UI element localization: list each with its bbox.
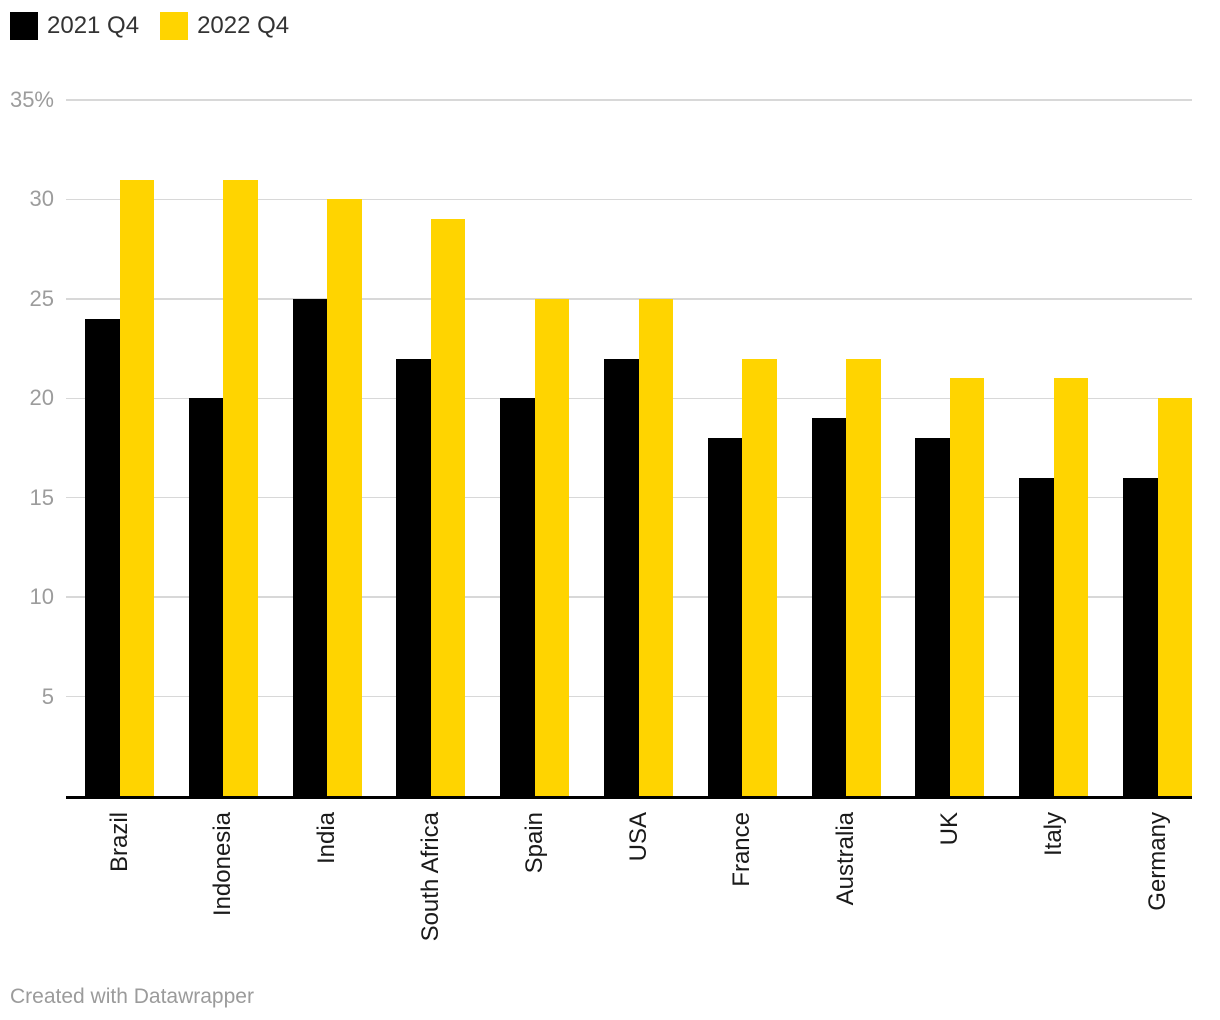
bar-germany-2022-q4 <box>1157 398 1192 796</box>
y-axis-tick-label-35: 35% <box>9 87 54 112</box>
legend-swatch-2021-q4 <box>10 11 38 40</box>
x-axis-category-label-indonesia: Indonesia <box>209 812 237 917</box>
x-axis-category-label-germany: Germany <box>1143 812 1171 911</box>
gridline-25 <box>66 298 1192 300</box>
x-axis-category-label-spain: Spain <box>520 812 548 874</box>
gridline-30 <box>66 198 1192 201</box>
bar-france-2022-q4 <box>742 358 777 796</box>
bar-usa-2022-q4 <box>638 298 673 796</box>
bar-uk-2021-q4 <box>915 438 950 796</box>
attribution-link[interactable]: Created with Datawrapper <box>10 985 254 1008</box>
y-axis-tick-label-30: 30 <box>29 186 54 212</box>
x-axis-category-label-australia: Australia <box>832 812 860 906</box>
x-axis-category-label-india: India <box>313 812 341 865</box>
bar-usa-2021-q4 <box>604 358 639 796</box>
bar-italy-2022-q4 <box>1053 378 1089 796</box>
legend-swatch-2022-q4 <box>160 11 189 40</box>
legend-item-2022-q4: 2022 Q4 <box>160 11 289 40</box>
bar-indonesia-2021-q4 <box>188 398 224 796</box>
x-axis-category-label-south-africa: South Africa <box>416 812 444 942</box>
x-axis-category-label-italy: Italy <box>1039 812 1067 857</box>
bar-germany-2021-q4 <box>1123 477 1158 796</box>
bar-italy-2021-q4 <box>1019 477 1054 796</box>
x-axis-line <box>66 796 1192 799</box>
bar-south-africa-2021-q4 <box>396 358 431 796</box>
bar-uk-2022-q4 <box>949 378 985 796</box>
bar-france-2021-q4 <box>707 438 743 796</box>
bar-indonesia-2022-q4 <box>223 179 258 796</box>
bar-australia-2021-q4 <box>811 418 847 796</box>
x-axis-category-label-france: France <box>728 812 756 887</box>
y-axis-tick-label-10: 10 <box>29 584 54 610</box>
bar-australia-2022-q4 <box>846 358 881 796</box>
bar-brazil-2021-q4 <box>85 318 120 796</box>
bar-brazil-2022-q4 <box>119 179 154 796</box>
legend: 2021 Q4 2022 Q4 <box>10 11 289 40</box>
bar-india-2022-q4 <box>327 199 362 796</box>
bar-spain-2022-q4 <box>534 298 570 796</box>
x-axis-category-label-uk: UK <box>935 812 963 846</box>
bar-spain-2021-q4 <box>500 398 535 796</box>
legend-label-2022-q4: 2022 Q4 <box>197 12 290 39</box>
y-axis-tick-label-20: 20 <box>29 385 54 411</box>
x-axis-category-label-brazil: Brazil <box>105 812 133 873</box>
legend-label-2021-q4: 2021 Q4 <box>47 12 140 39</box>
x-axis-category-label-usa: USA <box>624 812 652 862</box>
y-axis-tick-label-5: 5 <box>41 683 54 709</box>
legend-item-2021-q4: 2021 Q4 <box>10 11 139 40</box>
bar-india-2021-q4 <box>292 298 328 796</box>
y-axis-tick-label-15: 15 <box>29 484 54 510</box>
gridline-35 <box>66 99 1192 101</box>
y-axis-tick-label-25: 25 <box>29 285 54 311</box>
bar-south-africa-2022-q4 <box>430 219 466 796</box>
